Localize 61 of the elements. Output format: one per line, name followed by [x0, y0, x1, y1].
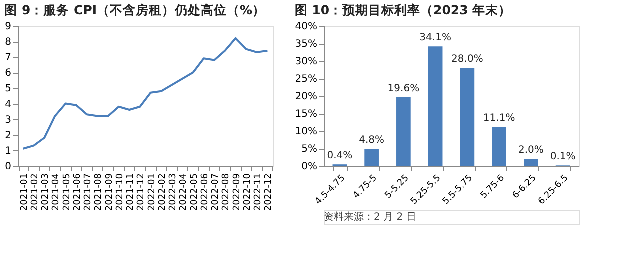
text: 19.6%: [388, 83, 420, 94]
x-tick-label: 2022-11: [254, 174, 264, 212]
x-tick-label: 2022-04: [179, 173, 190, 212]
bar: [364, 149, 379, 166]
y-tick-label: 10%: [295, 126, 318, 138]
y-tick-label: 15%: [295, 109, 318, 120]
x-tick-label: 2021-06: [72, 173, 83, 212]
text: 4.8%: [359, 135, 385, 146]
text: 2.0%: [518, 145, 544, 156]
bar: [492, 127, 506, 166]
x-tick-label: 2022-09: [232, 173, 242, 212]
x-tick-label: 2022-03: [168, 174, 179, 212]
text: 28.0%: [452, 54, 484, 65]
text: 34.1%: [420, 32, 452, 44]
x-tick-label: 2021-03: [41, 174, 52, 212]
x-tick-label: 2022-02: [158, 174, 168, 212]
x-tick-label: 2021-04: [52, 173, 62, 212]
x-tick-label: 2022-08: [222, 173, 232, 212]
y-tick-label: 20%: [295, 92, 318, 102]
text: 11.1%: [483, 113, 516, 124]
bar: [524, 159, 538, 166]
x-tick-label: 2021-10: [115, 173, 126, 212]
x-tick-label: 2022-05: [190, 174, 200, 212]
y-tick-label: 2: [5, 130, 12, 142]
x-tick-label: 2022-10: [242, 173, 253, 212]
text: 资料来源：2 月 2 日: [324, 211, 416, 223]
x-tick-label: 2022-12: [264, 174, 274, 212]
x-tick-label: 2022-07: [211, 174, 222, 212]
chart-title: 图 10：预期目标利率（2023 年末）: [294, 2, 512, 18]
x-tick-label: 2021-09: [104, 173, 115, 212]
bar: [428, 46, 443, 166]
y-tick-label: 4: [5, 99, 12, 110]
y-tick-label: 25%: [295, 74, 318, 85]
y-tick-label: 7: [5, 52, 12, 64]
y-tick-label: 0%: [302, 162, 318, 172]
y-tick-label: 3: [5, 114, 12, 126]
text: 0.1%: [550, 152, 576, 163]
y-tick-label: 40%: [295, 22, 318, 32]
x-tick-label: 2021-01: [20, 174, 30, 212]
chart-title: 图 9：服务 CPI（不含房租）仍处高位（%）: [4, 2, 266, 18]
x-tick-label: 2021-02: [30, 174, 40, 212]
x-tick-label: 2021-05: [62, 174, 72, 212]
x-tick-label: 2022-01: [147, 174, 158, 212]
y-tick-label: 30%: [295, 56, 318, 68]
x-tick-label: 2021-11: [126, 174, 136, 212]
y-tick-label: 0: [5, 162, 12, 172]
y-tick-label: 9: [5, 22, 12, 32]
y-tick-label: 5%: [302, 144, 318, 155]
bar: [396, 97, 411, 166]
bar: [460, 68, 475, 166]
text: 0.4%: [327, 150, 353, 162]
x-tick-label: 2021-08: [94, 173, 104, 212]
y-tick-label: 5: [5, 84, 12, 95]
y-tick-label: 35%: [295, 39, 318, 50]
x-tick-label: 2021-12: [136, 174, 147, 212]
y-tick-label: 1: [5, 146, 12, 157]
x-tick-label: 2021-07: [84, 174, 94, 212]
y-tick-label: 8: [5, 37, 12, 48]
line-series: [22, 37, 269, 150]
y-tick-label: 6: [5, 68, 12, 80]
x-tick-label: 2022-06: [200, 173, 210, 212]
